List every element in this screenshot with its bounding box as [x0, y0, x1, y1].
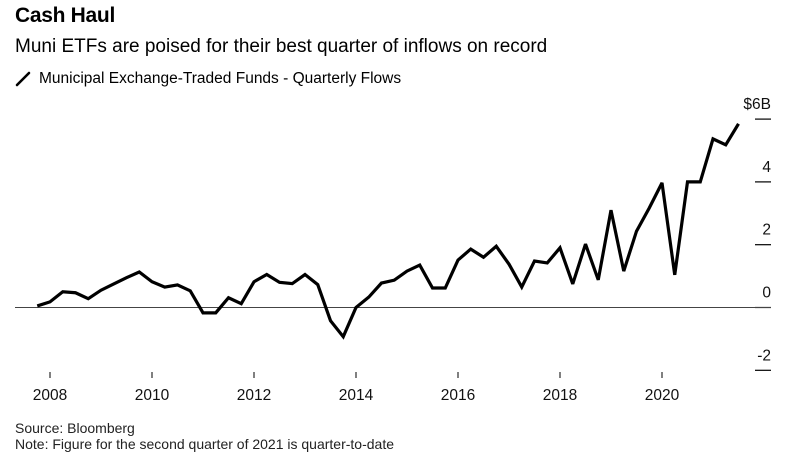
chart-subtitle: Muni ETFs are poised for their best quar… — [15, 36, 548, 57]
source-note: Source: Bloomberg — [15, 420, 135, 436]
chart-title: Cash Haul — [15, 4, 115, 27]
y-tick-label: 0 — [762, 285, 771, 302]
x-tick-label: 2012 — [237, 387, 271, 404]
line-swatch-icon — [15, 71, 31, 87]
y-tick-label: -2 — [757, 347, 771, 364]
y-tick-label: 4 — [762, 159, 771, 176]
legend-label: Municipal Exchange-Traded Funds - Quarte… — [39, 70, 402, 87]
x-tick-label: 2018 — [543, 387, 577, 404]
x-tick-label: 2020 — [645, 387, 680, 404]
footnote: Note: Figure for the second quarter of 2… — [15, 436, 394, 452]
x-tick-label: 2008 — [33, 387, 67, 404]
x-axis: 2008 2010 2012 2014 2016 2018 2020 — [33, 372, 680, 404]
series-line — [36, 122, 740, 340]
legend: Municipal Exchange-Traded Funds - Quarte… — [15, 70, 401, 88]
x-tick-label: 2014 — [339, 387, 374, 404]
y-tick-label: 2 — [762, 222, 771, 239]
x-tick-label: 2016 — [441, 387, 475, 404]
y-axis: $6B 4 2 0 -2 — [743, 96, 771, 371]
series-group — [36, 122, 740, 340]
y-tick-label: $6B — [743, 96, 771, 113]
x-tick-label: 2010 — [135, 387, 170, 404]
